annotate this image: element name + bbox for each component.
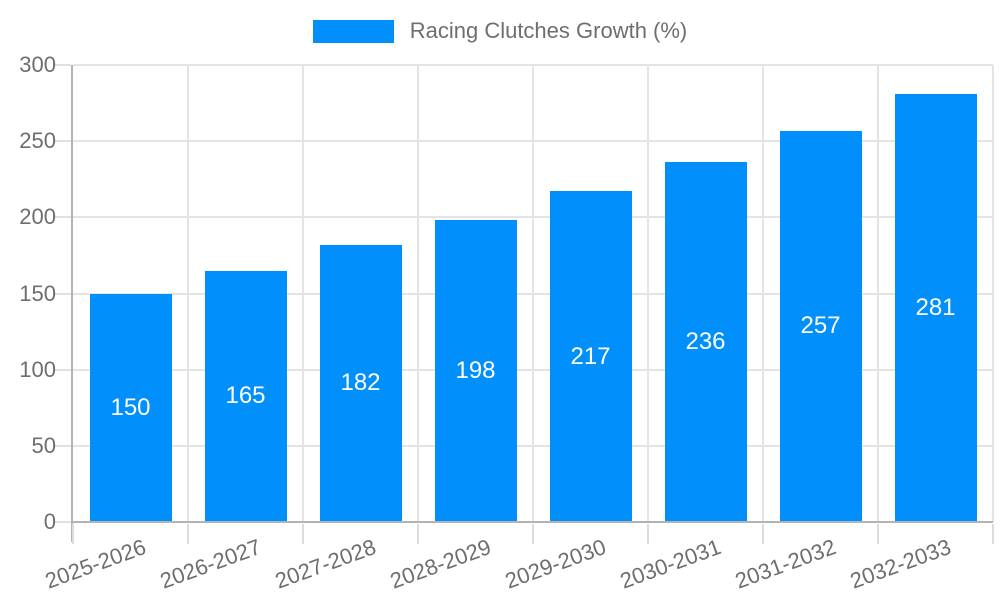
bar-2031-2032[interactable] <box>779 130 862 522</box>
bar-2027-2028[interactable] <box>319 244 402 522</box>
x-axis-line <box>57 521 993 523</box>
x-axis-tick <box>532 524 534 544</box>
y-axis-label: 150 <box>19 280 56 306</box>
x-gridline <box>647 65 649 522</box>
bar-2026-2027[interactable] <box>204 270 287 522</box>
x-gridline <box>302 65 304 522</box>
y-axis-tick <box>55 216 71 219</box>
x-axis-tick <box>302 524 304 544</box>
x-gridline <box>762 65 764 522</box>
x-axis-tick <box>417 524 419 544</box>
y-axis-tick <box>55 521 71 523</box>
y-axis-tick <box>55 292 71 295</box>
bar-2025-2026[interactable] <box>89 293 172 522</box>
x-gridline <box>992 65 994 522</box>
plot-area: 150 165 182 198 217 236 257 281 <box>73 64 994 522</box>
y-axis-line <box>71 65 73 542</box>
bar-2030-2031[interactable] <box>664 162 747 522</box>
y-axis-label: 300 <box>19 52 56 77</box>
x-gridline <box>532 65 534 522</box>
x-gridline <box>877 65 879 522</box>
x-axis-tick <box>187 524 189 544</box>
bar-2029-2030[interactable] <box>549 191 632 522</box>
legend-label: Racing Clutches Growth (%) <box>409 18 688 43</box>
x-axis-tick <box>72 524 74 544</box>
y-axis-label: 250 <box>19 128 56 154</box>
x-axis-tick <box>647 524 649 544</box>
x-axis-tick <box>877 524 879 544</box>
legend-marker-icon <box>312 19 394 43</box>
y-axis-label: 100 <box>19 356 56 382</box>
y-axis-label: 200 <box>19 204 56 230</box>
legend-item[interactable]: Racing Clutches Growth (%) <box>0 17 1000 45</box>
bar-2032-2033[interactable] <box>894 93 977 522</box>
x-axis-tick <box>992 524 994 544</box>
x-axis-tick <box>762 524 764 544</box>
x-gridline <box>417 65 419 522</box>
y-axis-tick <box>55 140 71 143</box>
y-axis-tick <box>55 64 71 66</box>
y-axis-label: 0 <box>43 509 56 534</box>
x-gridline <box>187 65 189 522</box>
y-axis-label: 50 <box>31 432 56 458</box>
bar-2028-2029[interactable] <box>434 220 517 522</box>
y-axis-tick <box>55 444 71 447</box>
y-axis-tick <box>55 368 71 371</box>
